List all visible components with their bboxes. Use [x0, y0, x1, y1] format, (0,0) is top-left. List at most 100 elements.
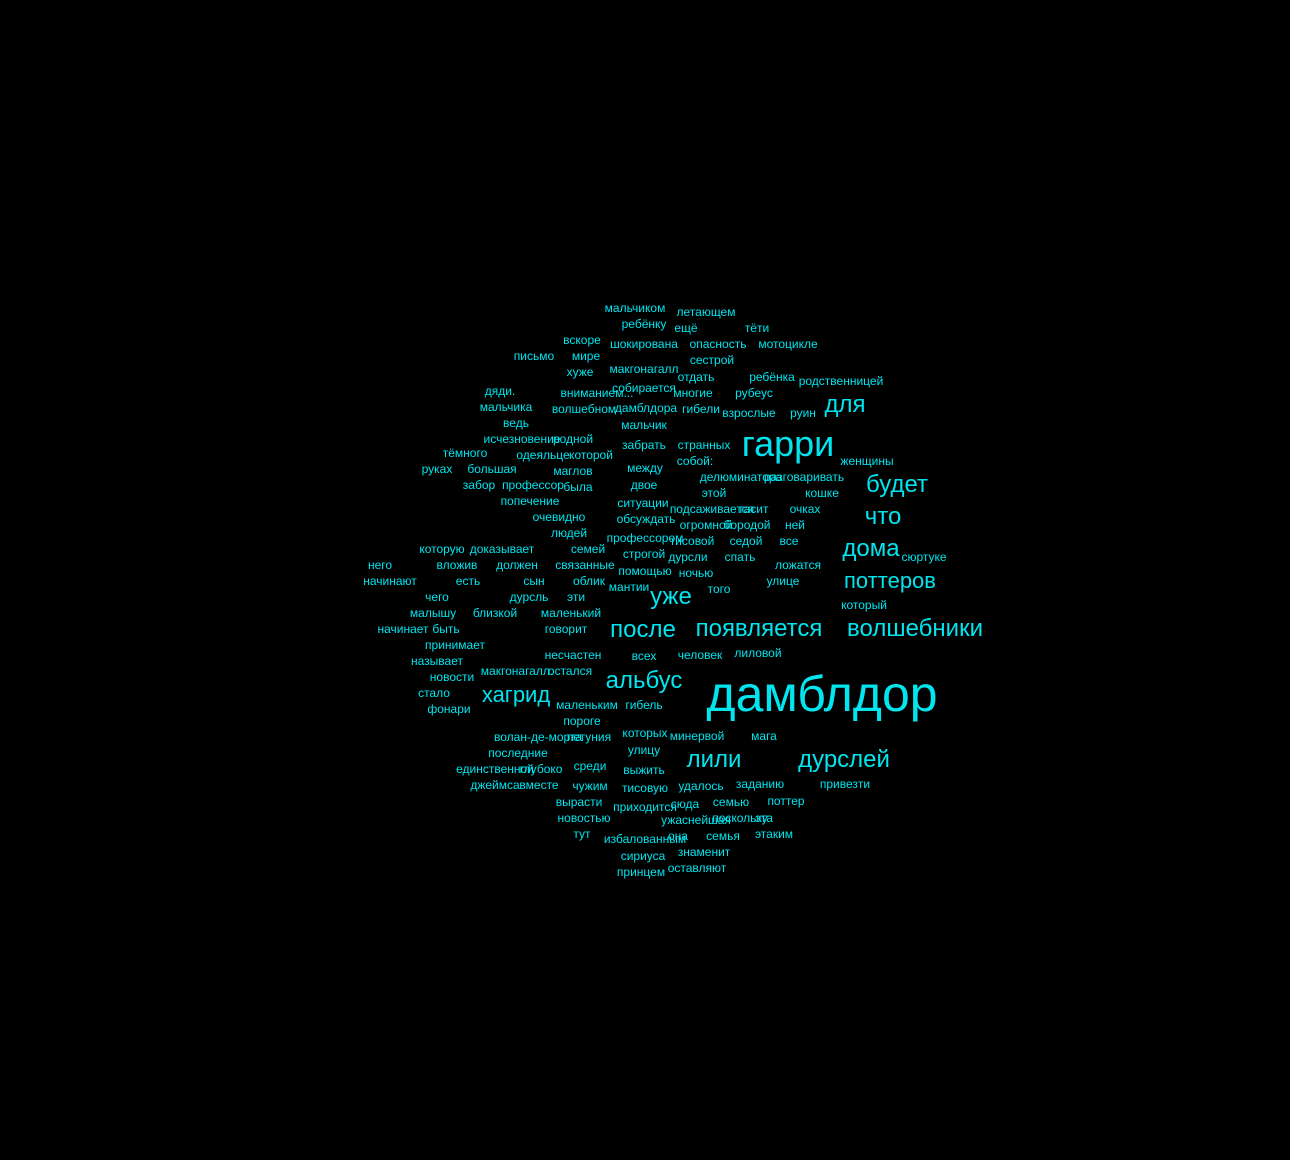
word: вниманием...: [560, 386, 634, 400]
word: сюртуке: [901, 550, 947, 564]
word: сестрой: [689, 353, 735, 367]
word: джеймса: [470, 778, 520, 792]
word: мантии: [608, 580, 650, 594]
word: ещё: [674, 321, 698, 335]
word: дурсль: [509, 590, 549, 604]
word: дома: [842, 535, 900, 562]
word: собой:: [676, 454, 714, 468]
word: семью: [712, 795, 750, 809]
word: поскольку: [712, 811, 768, 825]
word: хуже: [566, 365, 594, 379]
word: гибели: [682, 402, 720, 416]
word: людей: [550, 526, 588, 540]
word: стало: [418, 686, 450, 700]
word: шокирована: [610, 337, 678, 351]
word: поттер: [767, 794, 805, 808]
word-dumbledore: дамблдор: [706, 666, 938, 722]
word: ребёнку: [621, 317, 667, 331]
word: была: [563, 480, 593, 494]
word: ложатся: [775, 558, 821, 572]
word: принцем: [616, 865, 666, 879]
word: оставляют: [667, 861, 727, 875]
word: волшебном: [551, 402, 617, 416]
word: кошке: [805, 486, 839, 500]
word: что: [864, 503, 902, 530]
word: ночью: [678, 566, 714, 580]
word: родной: [552, 432, 594, 446]
word: профессор: [502, 478, 564, 492]
word: улице: [766, 574, 800, 588]
word: женщины: [840, 454, 894, 468]
word: очевидно: [532, 510, 586, 524]
word-harry: гарри: [741, 423, 835, 464]
word: после: [610, 616, 676, 643]
word: огромной: [679, 518, 733, 532]
word: знаменит: [677, 845, 731, 859]
word: руин: [790, 406, 816, 420]
word: тут: [573, 827, 591, 841]
word: семей: [570, 542, 606, 556]
word: отдать: [677, 370, 715, 384]
word: дурслей: [798, 746, 890, 773]
word: среди: [573, 759, 607, 773]
word: будет: [866, 471, 928, 498]
word: принимает: [425, 638, 485, 652]
word: обсуждать: [616, 512, 676, 526]
word: большая: [467, 462, 517, 476]
word: начинают: [363, 574, 417, 588]
word: семья: [706, 829, 740, 843]
word: очках: [789, 502, 821, 516]
word: человек: [677, 648, 723, 662]
word: удалось: [678, 779, 724, 793]
word: мага: [751, 729, 777, 743]
word: мотоцикле: [758, 337, 818, 351]
word: облик: [573, 574, 605, 588]
word: строгой: [622, 547, 666, 561]
word: альбус: [605, 667, 683, 694]
word: летающем: [676, 305, 736, 319]
word: она: [668, 829, 688, 843]
word: привезти: [819, 777, 871, 791]
word: вложив: [436, 558, 478, 572]
word: забрать: [622, 438, 666, 452]
word: лиловой: [734, 646, 782, 660]
word: фонари: [427, 702, 471, 716]
word: начинает: [377, 622, 429, 636]
word: гасит: [739, 502, 769, 516]
word: ребёнка: [749, 370, 795, 384]
word: гибель: [625, 698, 663, 712]
word: дурсли: [668, 550, 708, 564]
word: маглов: [553, 464, 593, 478]
word: минервой: [669, 729, 725, 743]
word: единственной: [456, 762, 534, 776]
word: этой: [701, 486, 727, 500]
word: письмо: [513, 349, 555, 363]
word: все: [779, 534, 799, 548]
word: глубоко: [519, 762, 563, 776]
word: чего: [425, 590, 449, 604]
word: спать: [724, 550, 756, 564]
word: маленьким: [556, 698, 618, 712]
word: ужаснейшая: [661, 813, 731, 827]
word: маленький: [540, 606, 602, 620]
word: сюда: [670, 797, 700, 811]
word: есть: [455, 574, 481, 588]
word: которую: [419, 542, 465, 556]
word: хагрид: [481, 682, 551, 707]
word: попечение: [500, 494, 560, 508]
word: подсаживается: [669, 502, 755, 516]
word: рубеус: [735, 386, 773, 400]
word: макгонагалл.: [480, 664, 554, 678]
word: разговаривать: [763, 470, 845, 484]
word: опасность: [689, 337, 747, 351]
word: вырасти: [555, 795, 603, 809]
word: лили: [686, 746, 742, 773]
word: чужим: [572, 779, 608, 793]
word: сириуса: [620, 849, 666, 863]
word: ситуации: [617, 496, 669, 510]
word: тисовую: [621, 781, 669, 795]
word: сын: [523, 574, 545, 588]
word: появляется: [695, 615, 823, 642]
word: выжить: [623, 763, 665, 777]
word: заданию: [735, 777, 785, 791]
